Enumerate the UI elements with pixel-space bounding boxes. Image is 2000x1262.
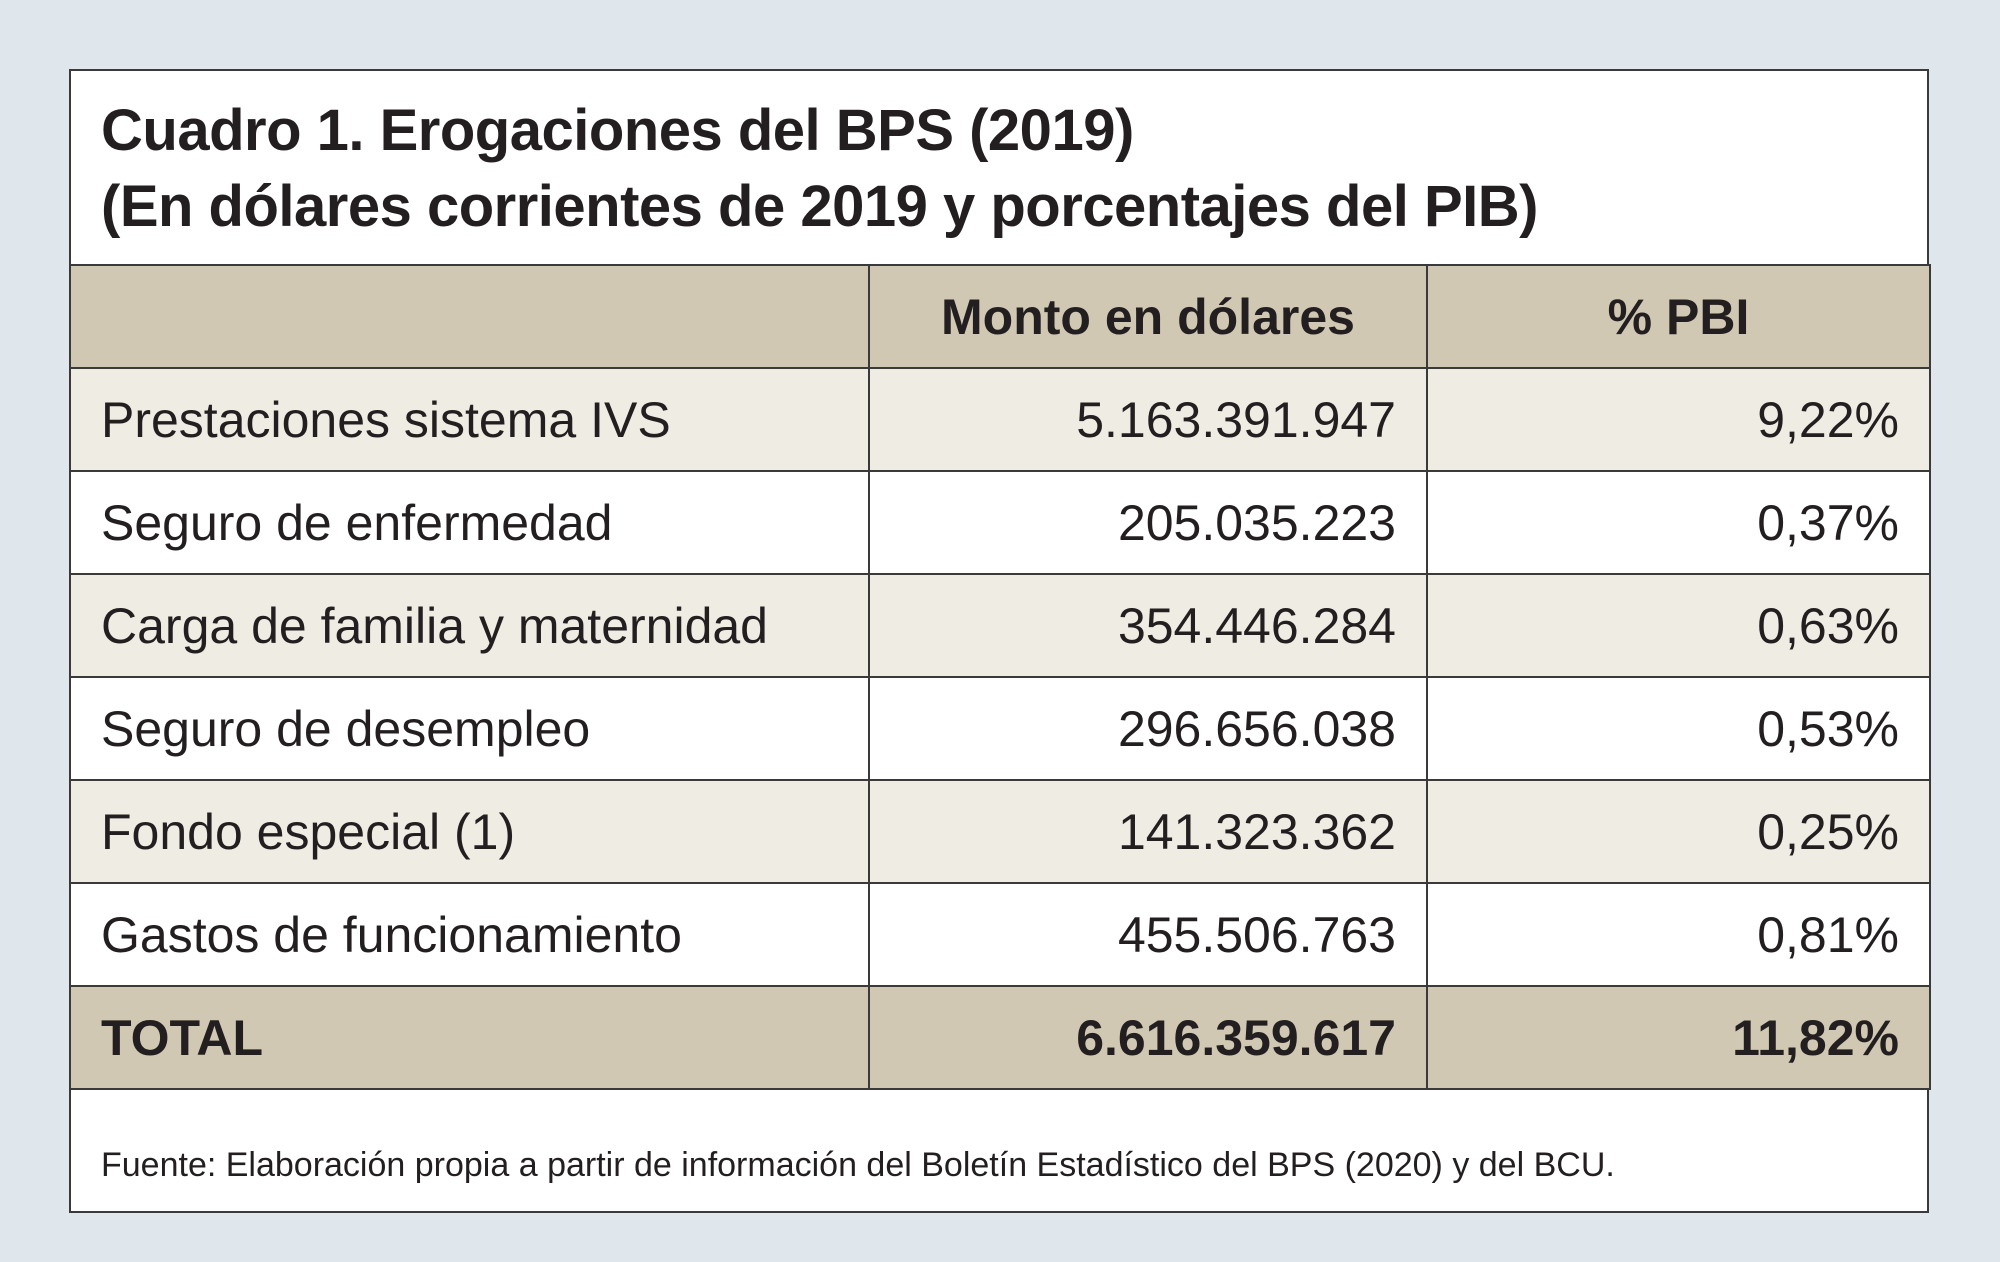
row-label: Fondo especial (1) [69, 779, 870, 884]
row-label: Seguro de desempleo [69, 676, 870, 781]
header-label [69, 264, 870, 369]
header-row: Monto en dólares % PBI [69, 264, 1931, 369]
row-label: Gastos de funcionamiento [69, 882, 870, 987]
row-amount: 141.323.362 [868, 779, 1428, 884]
title-line-1: Cuadro 1. Erogaciones del BPS (2019) [101, 98, 1134, 163]
table-row: Seguro de desempleo 296.656.038 0,53% [69, 676, 1931, 781]
table-row: Prestaciones sistema IVS 5.163.391.947 9… [69, 367, 1931, 472]
table-row: Seguro de enfermedad 205.035.223 0,37% [69, 470, 1931, 575]
table-title: Cuadro 1. Erogaciones del BPS (2019) (En… [101, 93, 1897, 245]
row-amount: 296.656.038 [868, 676, 1428, 781]
row-pct: 0,81% [1426, 882, 1931, 987]
table-row: Fondo especial (1) 141.323.362 0,25% [69, 779, 1931, 884]
header-pct: % PBI [1426, 264, 1931, 369]
row-label: Seguro de enfermedad [69, 470, 870, 575]
table-card: Cuadro 1. Erogaciones del BPS (2019) (En… [69, 69, 1931, 1213]
table-row: Gastos de funcionamiento 455.506.763 0,8… [69, 882, 1931, 987]
row-label: Prestaciones sistema IVS [69, 367, 870, 472]
row-pct: 0,37% [1426, 470, 1931, 575]
row-pct: 9,22% [1426, 367, 1931, 472]
row-amount: 354.446.284 [868, 573, 1428, 678]
row-amount: 455.506.763 [868, 882, 1428, 987]
source-note: Fuente: Elaboración propia a partir de i… [101, 1146, 1615, 1184]
total-amount: 6.616.359.617 [868, 985, 1428, 1090]
row-label: Carga de familia y maternidad [69, 573, 870, 678]
row-pct: 0,53% [1426, 676, 1931, 781]
total-label: TOTAL [69, 985, 870, 1090]
row-pct: 0,63% [1426, 573, 1931, 678]
total-pct: 11,82% [1426, 985, 1931, 1090]
row-pct: 0,25% [1426, 779, 1931, 884]
table-row: Carga de familia y maternidad 354.446.28… [69, 573, 1931, 678]
title-line-2: (En dólares corrientes de 2019 y porcent… [101, 174, 1538, 239]
header-amount: Monto en dólares [868, 264, 1428, 369]
total-row: TOTAL 6.616.359.617 11,82% [69, 985, 1931, 1090]
row-amount: 5.163.391.947 [868, 367, 1428, 472]
data-table: Monto en dólares % PBI Prestaciones sist… [69, 264, 1931, 1090]
row-amount: 205.035.223 [868, 470, 1428, 575]
